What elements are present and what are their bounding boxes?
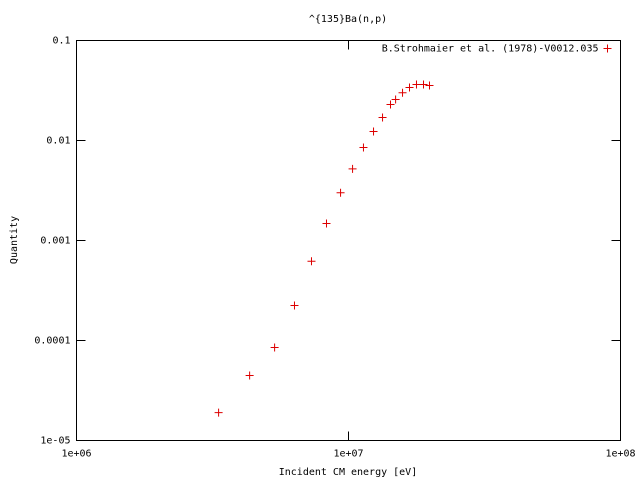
point <box>214 408 223 417</box>
point <box>419 80 428 89</box>
point <box>359 143 368 152</box>
point <box>336 188 345 197</box>
legend-label: B.Strohmaier et al. (1978)-V0012.035 <box>382 44 599 55</box>
y-axis-label: Quantity <box>9 216 20 264</box>
y-tick-label: 0.001 <box>40 236 70 247</box>
point <box>307 257 316 266</box>
point <box>378 113 387 122</box>
y-tick-label: 0.0001 <box>34 336 70 347</box>
point <box>322 219 331 228</box>
chart-title: ^{135}Ba(n,p) <box>309 14 387 25</box>
point <box>245 371 254 380</box>
point <box>386 100 395 109</box>
x-tick-label: 1e+08 <box>605 449 635 460</box>
x-axis-label: Incident CM energy [eV] <box>279 467 417 478</box>
plot-frame <box>76 40 621 441</box>
legend-symbol <box>603 44 612 53</box>
x-tick-label: 1e+07 <box>333 449 363 460</box>
point <box>398 88 407 97</box>
point <box>391 95 400 104</box>
y-tick-label: 0.01 <box>46 136 70 147</box>
point <box>348 164 357 173</box>
point <box>290 301 299 310</box>
y-tick-label: 0.1 <box>52 36 70 47</box>
point <box>270 343 279 352</box>
point <box>425 81 434 90</box>
point <box>369 127 378 136</box>
point <box>412 80 421 89</box>
point <box>405 83 414 92</box>
y-tick-label: 1e-05 <box>40 436 70 447</box>
x-tick-label: 1e+06 <box>61 449 91 460</box>
